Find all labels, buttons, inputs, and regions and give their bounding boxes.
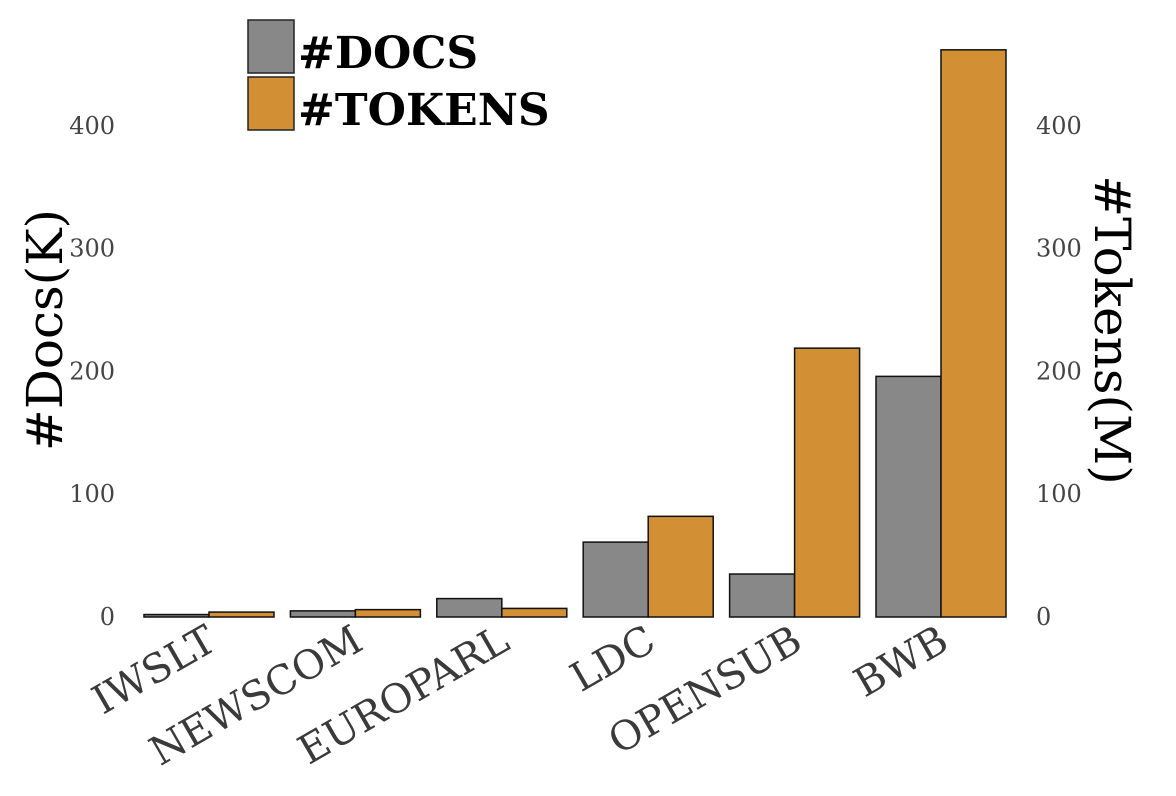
legend-swatch-docs <box>247 19 295 74</box>
left-tick-label-0: 0 <box>100 603 115 631</box>
x-tick-label-ldc: LDC <box>563 617 663 701</box>
left-y-axis-ticks: 0 100 200 300 400 <box>69 112 115 631</box>
right-tick-label-300: 300 <box>1036 235 1082 263</box>
legend-label-tokens: #TOKENS <box>298 85 550 136</box>
left-tick-label-200: 200 <box>69 357 115 385</box>
legend-label-docs: #DOCS <box>298 28 478 79</box>
left-tick-label-400: 400 <box>69 112 115 140</box>
left-tick-label-300: 300 <box>69 235 115 263</box>
bar-iwslt-docs <box>143 613 210 618</box>
bar-newscom-tokens <box>354 608 422 618</box>
bar-newscom-docs <box>289 610 357 618</box>
bars <box>143 49 1007 618</box>
bar-europarl-tokens <box>501 607 568 618</box>
legend: #DOCS #TOKENS <box>247 19 550 136</box>
bar-iwslt-tokens <box>208 611 275 618</box>
bar-bwb-docs <box>875 375 942 618</box>
bar-europarl-docs <box>436 597 503 618</box>
right-tick-label-0: 0 <box>1036 603 1051 631</box>
x-tick-label-bwb: BWB <box>846 617 956 707</box>
left-axis-title: #Docs(K) <box>16 209 74 451</box>
bar-ldc-docs <box>582 541 649 618</box>
left-tick-label-100: 100 <box>69 480 115 508</box>
right-axis-title: #Tokens(M) <box>1083 175 1141 484</box>
right-tick-label-400: 400 <box>1036 112 1082 140</box>
bar-opensub-tokens <box>793 347 861 618</box>
right-tick-label-200: 200 <box>1036 357 1082 385</box>
right-tick-label-100: 100 <box>1036 480 1082 508</box>
bar-ldc-tokens <box>647 515 714 618</box>
right-y-axis-ticks: 0 100 200 300 400 <box>1036 112 1082 631</box>
bar-bwb-tokens <box>940 49 1007 618</box>
bar-opensub-docs <box>728 573 796 618</box>
legend-swatch-tokens <box>247 76 295 131</box>
